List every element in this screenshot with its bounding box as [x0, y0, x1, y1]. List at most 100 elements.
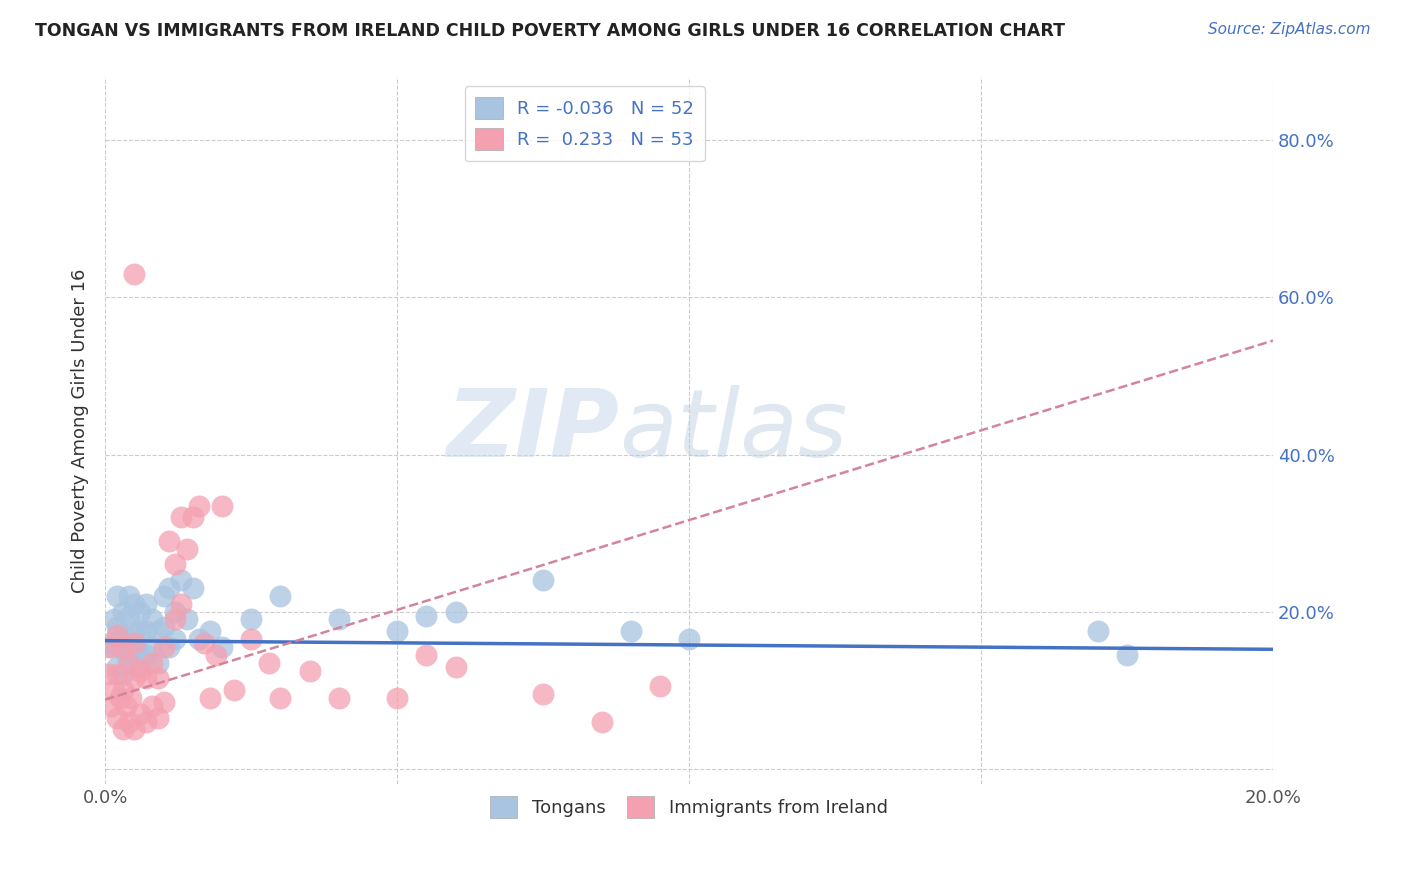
Point — [648, 679, 671, 693]
Point — [165, 605, 187, 619]
Point — [141, 698, 163, 713]
Point — [108, 691, 131, 706]
Point — [114, 648, 136, 662]
Point — [111, 723, 134, 737]
Point — [135, 672, 157, 686]
Point — [159, 581, 181, 595]
Point — [129, 659, 152, 673]
Point — [240, 632, 263, 646]
Point — [108, 640, 131, 654]
Point — [146, 624, 169, 639]
Point — [170, 573, 193, 587]
Point — [165, 612, 187, 626]
Point — [222, 683, 245, 698]
Point — [111, 667, 134, 681]
Point — [257, 656, 280, 670]
Point — [146, 672, 169, 686]
Point — [111, 605, 134, 619]
Point — [121, 636, 143, 650]
Point — [124, 723, 146, 737]
Point — [105, 620, 128, 634]
Text: TONGAN VS IMMIGRANTS FROM IRELAND CHILD POVERTY AMONG GIRLS UNDER 16 CORRELATION: TONGAN VS IMMIGRANTS FROM IRELAND CHILD … — [35, 22, 1066, 40]
Text: atlas: atlas — [619, 385, 848, 476]
Point — [105, 628, 128, 642]
Point — [114, 698, 136, 713]
Point — [385, 624, 408, 639]
Point — [117, 656, 139, 670]
Point — [159, 640, 181, 654]
Point — [124, 624, 146, 639]
Point — [124, 672, 146, 686]
Point — [415, 648, 437, 662]
Y-axis label: Child Poverty Among Girls Under 16: Child Poverty Among Girls Under 16 — [72, 268, 89, 593]
Point — [328, 691, 350, 706]
Point — [121, 691, 143, 706]
Point — [165, 558, 187, 572]
Point — [146, 656, 169, 670]
Point — [127, 640, 149, 654]
Point — [124, 597, 146, 611]
Point — [100, 636, 122, 650]
Point — [135, 597, 157, 611]
Point — [211, 499, 233, 513]
Point — [124, 267, 146, 281]
Point — [129, 706, 152, 721]
Point — [152, 695, 174, 709]
Point — [211, 640, 233, 654]
Point — [105, 711, 128, 725]
Point — [444, 659, 467, 673]
Point — [111, 628, 134, 642]
Point — [135, 648, 157, 662]
Point — [193, 636, 215, 650]
Point — [135, 714, 157, 729]
Point — [170, 510, 193, 524]
Point — [531, 573, 554, 587]
Point — [124, 652, 146, 666]
Point — [146, 711, 169, 725]
Point — [159, 533, 181, 548]
Point — [444, 605, 467, 619]
Point — [129, 605, 152, 619]
Point — [117, 608, 139, 623]
Legend: Tongans, Immigrants from Ireland: Tongans, Immigrants from Ireland — [484, 789, 896, 825]
Point — [141, 612, 163, 626]
Point — [152, 589, 174, 603]
Point — [165, 632, 187, 646]
Point — [269, 589, 291, 603]
Point — [620, 624, 643, 639]
Point — [415, 608, 437, 623]
Point — [152, 640, 174, 654]
Point — [111, 683, 134, 698]
Point — [105, 667, 128, 681]
Point — [97, 667, 120, 681]
Point — [205, 648, 228, 662]
Point — [176, 612, 198, 626]
Point — [240, 612, 263, 626]
Point — [105, 589, 128, 603]
Point — [117, 589, 139, 603]
Point — [591, 714, 613, 729]
Point — [1087, 624, 1109, 639]
Point — [385, 691, 408, 706]
Point — [117, 714, 139, 729]
Point — [97, 640, 120, 654]
Point — [298, 664, 321, 678]
Point — [678, 632, 700, 646]
Point — [152, 620, 174, 634]
Point — [141, 640, 163, 654]
Point — [117, 636, 139, 650]
Point — [187, 499, 209, 513]
Point — [105, 659, 128, 673]
Point — [100, 640, 122, 654]
Point — [531, 687, 554, 701]
Point — [176, 541, 198, 556]
Point — [187, 632, 209, 646]
Text: Source: ZipAtlas.com: Source: ZipAtlas.com — [1208, 22, 1371, 37]
Point — [124, 636, 146, 650]
Point — [200, 624, 222, 639]
Point — [269, 691, 291, 706]
Point — [200, 691, 222, 706]
Point — [135, 624, 157, 639]
Point — [129, 624, 152, 639]
Point — [129, 664, 152, 678]
